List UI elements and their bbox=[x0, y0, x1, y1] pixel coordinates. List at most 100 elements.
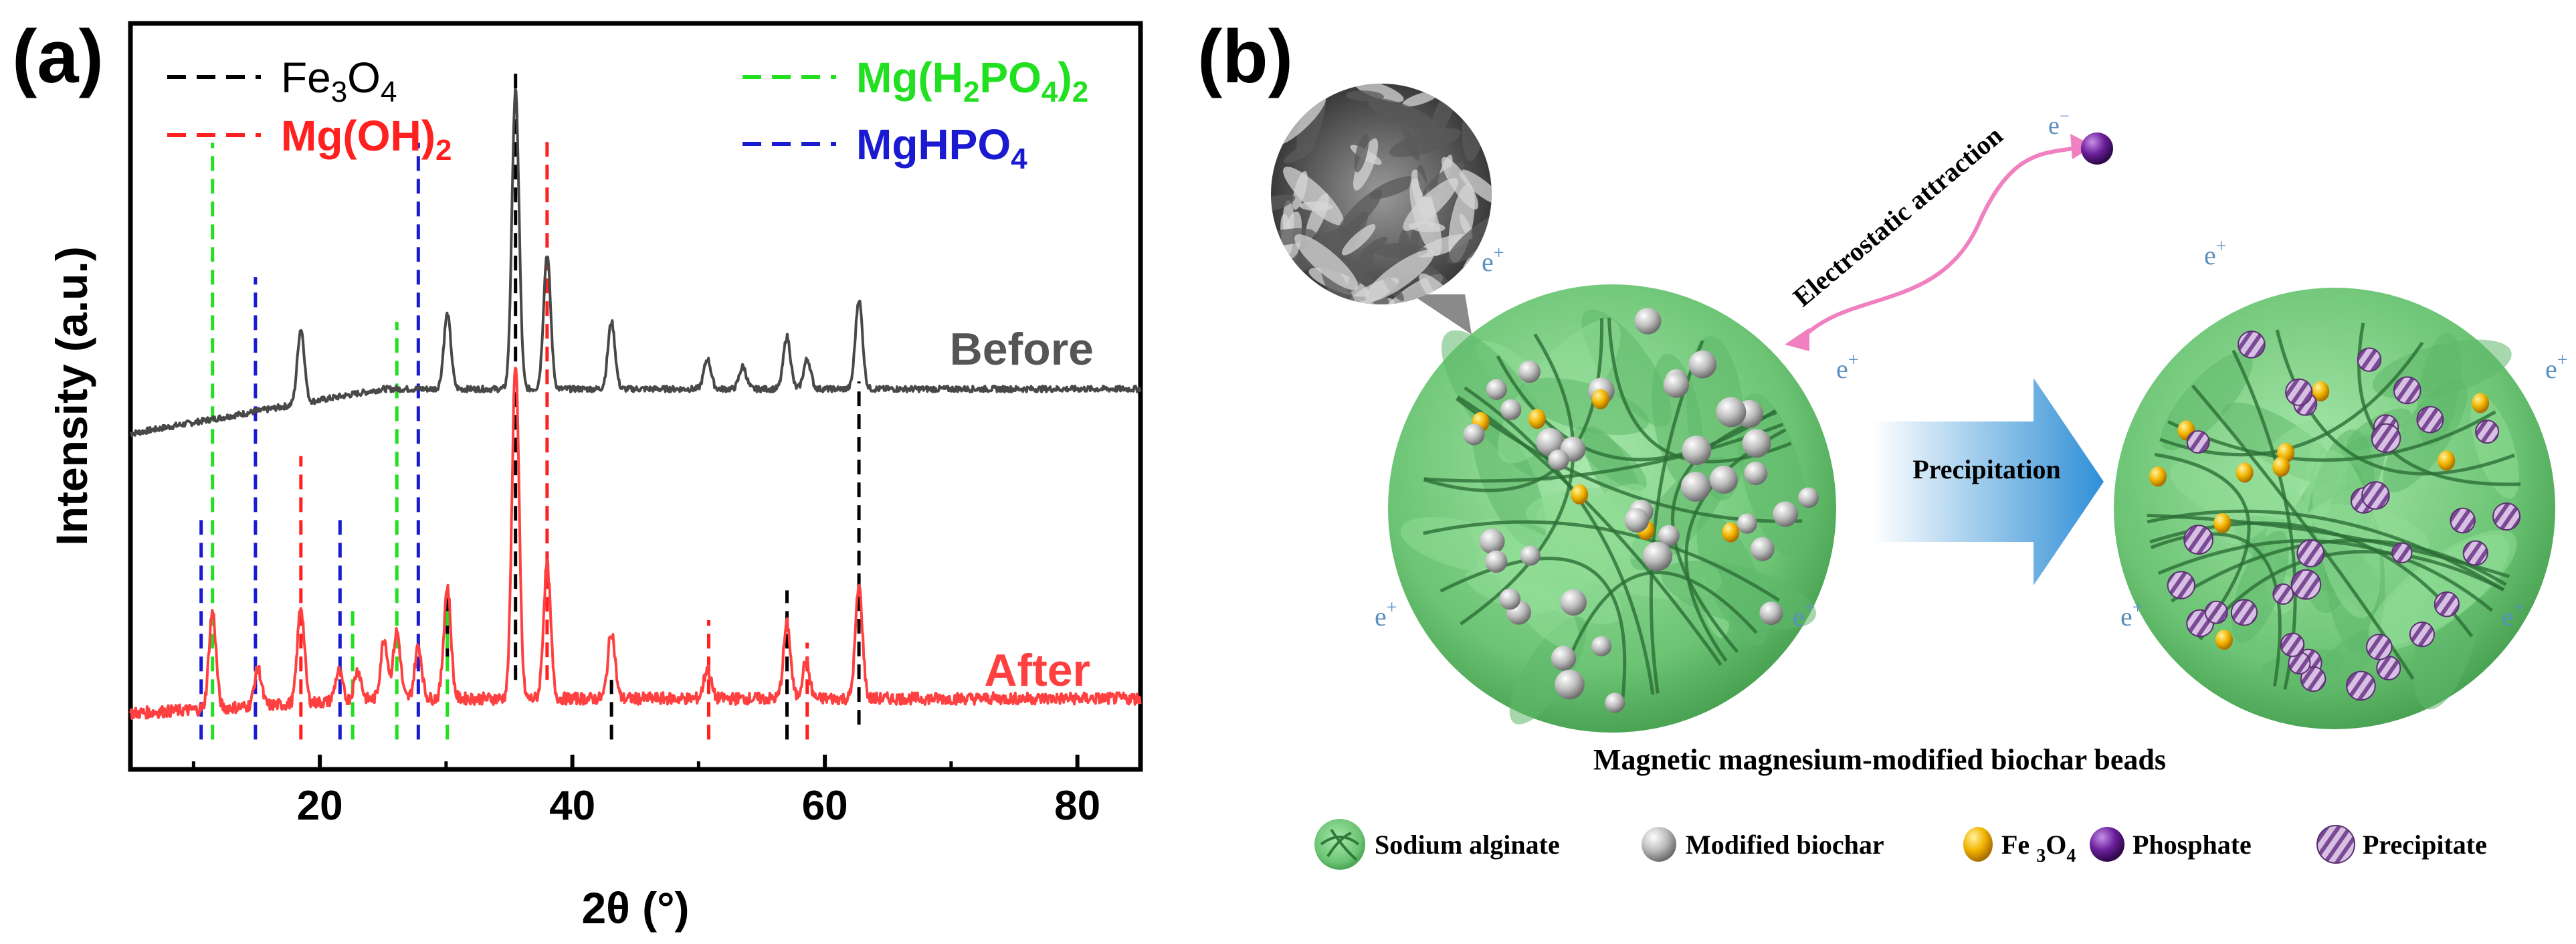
sem-flake bbox=[1403, 178, 1459, 231]
fe3o4-particle bbox=[2272, 456, 2290, 477]
sem-flake bbox=[1353, 84, 1404, 102]
biochar-particle bbox=[1634, 308, 1662, 335]
bead-fibre bbox=[1423, 520, 1780, 602]
sem-flake bbox=[1389, 128, 1461, 157]
positive-charge-sign: + bbox=[1848, 350, 1859, 371]
fe3o4-particle bbox=[2149, 466, 2167, 487]
sem-flake bbox=[1282, 84, 1318, 99]
x-tick-label-60: 60 bbox=[802, 783, 848, 829]
positive-charge-3: e+ bbox=[1793, 597, 1815, 632]
precipitate-particle bbox=[2230, 599, 2258, 626]
biochar-particle bbox=[1663, 372, 1690, 398]
x-tick-label-20: 20 bbox=[297, 783, 343, 829]
bead-fibre bbox=[1684, 428, 1787, 662]
positive-charge-2: e+ bbox=[1375, 597, 1397, 632]
x-tick-label-40: 40 bbox=[549, 783, 595, 829]
phosphate-icon bbox=[2090, 827, 2124, 862]
precipitate-particle bbox=[2366, 634, 2393, 660]
positive-charge-1: e+ bbox=[1836, 350, 1859, 384]
bead-after bbox=[2114, 288, 2555, 729]
biochar-particle bbox=[1798, 487, 1819, 508]
fe3o4-particle bbox=[2472, 393, 2490, 413]
sem-flake bbox=[1402, 91, 1439, 107]
sem-flake bbox=[1441, 157, 1479, 210]
legend-mghpo4-base: MgHPO bbox=[856, 120, 1011, 169]
legend-mgoh2: Mg(OH)2 bbox=[281, 112, 452, 167]
precipitate-particle bbox=[2357, 347, 2382, 372]
precipitate-particle bbox=[2167, 571, 2195, 599]
series-after bbox=[129, 367, 1142, 721]
sem-flake bbox=[1294, 234, 1359, 290]
precipitate-particle bbox=[2285, 378, 2313, 406]
legend-precipitate: Precipitate bbox=[2363, 830, 2487, 860]
precipitate-particle bbox=[2272, 583, 2294, 605]
legend-mgh2po42-tail: ) bbox=[1058, 54, 1072, 102]
positive-charge-6: e+ bbox=[2120, 597, 2143, 632]
precipitate-particle bbox=[2204, 600, 2228, 624]
bead-fibre bbox=[2154, 452, 2251, 638]
legend-fe3o4-b: Fe 3O4 bbox=[2001, 830, 2076, 866]
sem-flake bbox=[1365, 250, 1434, 302]
bead-fibre bbox=[1460, 333, 1575, 626]
precipitate-particle bbox=[2393, 376, 2421, 405]
plot-frame bbox=[128, 21, 1143, 772]
positive-charge-sign: + bbox=[1494, 243, 1504, 264]
legend-fe3o4-sub1: 3 bbox=[331, 76, 347, 108]
x-tick-label-80: 80 bbox=[1054, 783, 1100, 829]
fe3o4-particle bbox=[1591, 389, 1609, 409]
panel-a-label: (a) bbox=[12, 15, 104, 98]
fe3o4-particle bbox=[1722, 522, 1740, 543]
fe3o4-particle bbox=[2236, 462, 2254, 483]
bead-fibre bbox=[1555, 571, 1758, 692]
biochar-icon bbox=[1642, 827, 1676, 862]
biochar-particle bbox=[1624, 508, 1650, 533]
legend-fe3o4-sub2: 4 bbox=[381, 76, 397, 108]
biochar-particle bbox=[1463, 423, 1485, 446]
biochar-particle bbox=[1520, 545, 1541, 566]
biochar-particle bbox=[1642, 541, 1672, 571]
biochar-particle bbox=[1744, 461, 1768, 486]
bead-fibre bbox=[1496, 355, 1777, 462]
attraction-arrowhead-left bbox=[1785, 328, 1809, 351]
y-axis-label: Intensity (a.u.) bbox=[47, 246, 96, 545]
biochar-particle bbox=[1591, 636, 1612, 657]
positive-charge-0: e+ bbox=[1482, 243, 1504, 277]
sem-flake bbox=[1403, 128, 1420, 161]
sem-flake bbox=[1458, 169, 1492, 205]
biochar-particle bbox=[1536, 428, 1565, 457]
precipitate-particle bbox=[2238, 331, 2266, 359]
biochar-particle bbox=[1605, 692, 1625, 713]
legend-fe3o4: Fe3O4 bbox=[281, 54, 397, 108]
phosphate-charge-sign: − bbox=[2060, 106, 2070, 126]
legend-mgh2po42: Mg(H2PO4)2 bbox=[856, 54, 1088, 108]
chart-legend: Fe3O4 Mg(OH)2 Mg(H2PO4)2 MgHPO4 bbox=[167, 54, 1088, 175]
bead-fibre bbox=[1607, 318, 1792, 464]
precipitate-particle bbox=[2416, 405, 2444, 434]
biochar-particle bbox=[1518, 361, 1541, 383]
biochar-particle bbox=[1773, 501, 1799, 527]
series-layer bbox=[129, 88, 1142, 721]
sem-flake bbox=[1408, 221, 1446, 233]
fe3o4-particle bbox=[2438, 450, 2456, 471]
legend-fe3o4-mid: O bbox=[347, 54, 381, 102]
sem-flake bbox=[1368, 98, 1436, 130]
bead-fibre bbox=[2199, 550, 2505, 641]
precipitate-particle bbox=[2391, 542, 2413, 564]
bead-before bbox=[1388, 284, 1836, 733]
schematic-legend: Sodium alginate Modified biochar Fe 3O4 … bbox=[1314, 819, 2487, 870]
sem-flake bbox=[1417, 165, 1427, 195]
biochar-particle bbox=[1682, 435, 1712, 466]
legend-mgh2po42-tail-sub: 2 bbox=[1072, 76, 1088, 108]
legend-mgh2po42-sub2: 4 bbox=[1042, 76, 1058, 108]
precipitate-particle bbox=[2346, 670, 2376, 701]
positive-charge-sign: + bbox=[2514, 597, 2524, 618]
legend-mghpo4: MgHPO4 bbox=[856, 120, 1027, 175]
biochar-particle bbox=[1709, 465, 1739, 494]
biochar-particle bbox=[1479, 529, 1505, 555]
legend-mgh2po42-base: Mg(H bbox=[856, 54, 963, 102]
precipitate-particle bbox=[2450, 507, 2476, 534]
charge-labels: e+ e+ e+ e+ e+ e+ e+ e+ bbox=[1375, 236, 2568, 632]
bead-leaf bbox=[1573, 426, 1647, 490]
sem-flake bbox=[1354, 133, 1369, 173]
bead-fibre bbox=[1464, 386, 1655, 695]
